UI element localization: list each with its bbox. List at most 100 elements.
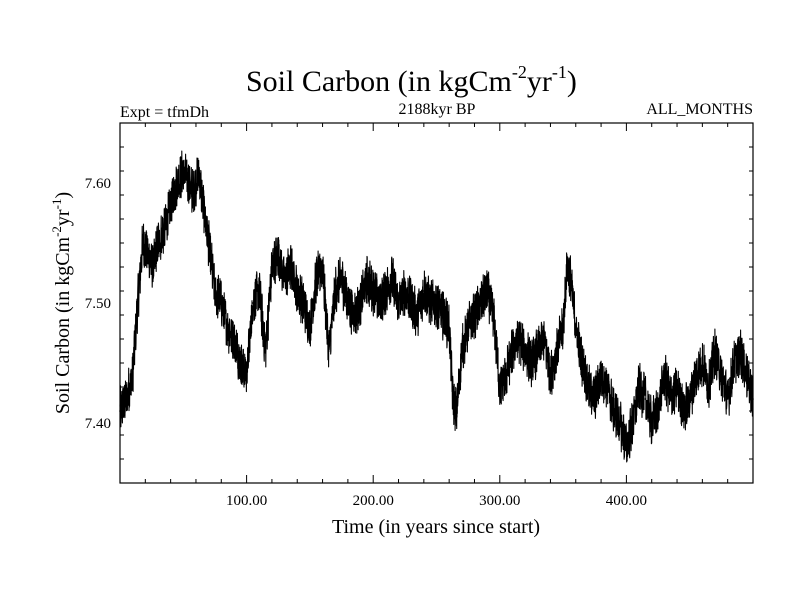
data-point (182, 170, 185, 172)
data-point (385, 290, 387, 292)
data-point (315, 278, 318, 280)
data-point (163, 230, 166, 232)
data-point (233, 338, 235, 340)
x-axis-label: Time (in years since start) (332, 516, 540, 538)
series-group (119, 150, 754, 463)
data-point (574, 326, 577, 328)
data-point (197, 170, 200, 172)
y-tick-label: 7.50 (85, 296, 111, 312)
data-point (682, 410, 685, 412)
subtitle-center: 2188kyr BP (399, 101, 476, 118)
data-point (606, 386, 609, 388)
chart-title: Soil Carbon (in kgCm-2yr-1) (246, 62, 577, 98)
data-point (644, 398, 647, 400)
data-point (410, 302, 412, 304)
data-point (486, 290, 488, 292)
data-point (176, 182, 178, 184)
data-point (524, 350, 526, 352)
data-point (695, 374, 697, 376)
data-point (202, 206, 205, 208)
data-point (416, 314, 419, 316)
data-point (442, 314, 444, 316)
data-point (340, 278, 343, 280)
x-tick-label: 200.00 (353, 493, 394, 509)
data-point (328, 350, 330, 352)
data-point (467, 326, 469, 328)
data-point (701, 362, 704, 364)
data-point (136, 302, 139, 304)
data-point (214, 290, 216, 292)
data-point (277, 254, 280, 256)
data-point (714, 350, 716, 352)
data-point (600, 374, 602, 376)
plot-frame (119, 122, 754, 484)
data-point (499, 386, 501, 388)
data-point (726, 398, 729, 400)
data-point (239, 362, 242, 364)
data-point (505, 374, 507, 376)
data-point (543, 338, 545, 340)
data-point (569, 278, 572, 280)
data-point (372, 290, 375, 292)
data-point (530, 362, 533, 364)
data-point (321, 266, 324, 268)
data-point (290, 266, 292, 268)
data-point (625, 446, 628, 448)
data-point (245, 374, 248, 376)
x-tick-label: 300.00 (479, 493, 520, 509)
data-point (455, 410, 458, 412)
data-point (562, 326, 564, 328)
data-point (448, 326, 450, 328)
data-point (676, 386, 678, 388)
data-point (517, 338, 520, 340)
data-point (669, 398, 672, 400)
data-point (220, 302, 223, 304)
data-point (581, 362, 583, 364)
data-point (492, 314, 495, 316)
data-point (593, 398, 596, 400)
data-point (302, 302, 305, 304)
data-point (157, 242, 159, 244)
data-point (353, 314, 356, 316)
data-point (192, 194, 195, 196)
data-point (473, 314, 476, 316)
data-point (264, 350, 267, 352)
data-point (296, 290, 299, 292)
data-point (131, 374, 134, 376)
y-tick-label: 7.40 (85, 416, 111, 432)
x-tick-label: 400.00 (606, 493, 647, 509)
data-point (391, 278, 393, 280)
data-point (169, 206, 172, 208)
y-axis-label: Soil Carbon (in kgCm-2yr-1) (49, 192, 74, 414)
data-point (252, 302, 254, 304)
data-point (309, 326, 311, 328)
data-point (650, 422, 653, 424)
data-point (638, 386, 640, 388)
data-point (187, 182, 190, 184)
data-point (549, 374, 552, 376)
y-tick-label: 7.60 (85, 176, 111, 192)
data-point (366, 278, 368, 280)
data-point (226, 326, 229, 328)
data-point (452, 398, 454, 400)
data-point (612, 410, 615, 412)
data-point (378, 302, 381, 304)
x-tick-label: 100.00 (226, 493, 267, 509)
data-point (461, 350, 463, 352)
data-point (511, 350, 514, 352)
data-point (631, 422, 634, 424)
data-point (536, 350, 539, 352)
data-point (258, 290, 261, 292)
data-point (707, 386, 710, 388)
data-point (720, 374, 723, 376)
data-point (752, 398, 754, 400)
data-point (334, 290, 337, 292)
data-point (663, 374, 666, 376)
data-point (141, 242, 144, 244)
data-point (423, 290, 425, 292)
data-point (207, 242, 210, 244)
data-point (435, 302, 438, 304)
data-point (657, 410, 659, 412)
subtitle-right: ALL_MONTHS (646, 101, 753, 118)
data-point (359, 302, 362, 304)
